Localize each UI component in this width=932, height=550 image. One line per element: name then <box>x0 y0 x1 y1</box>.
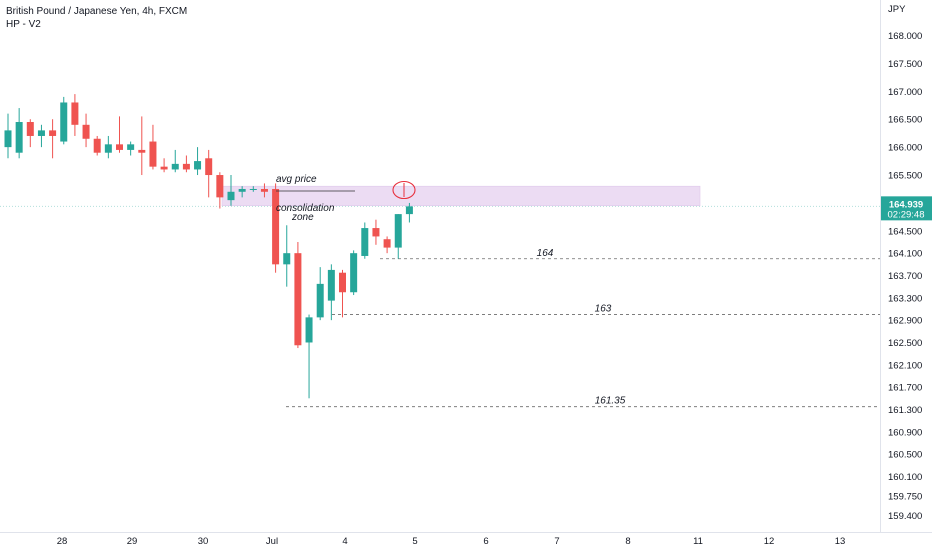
level-label: 164 <box>537 248 554 259</box>
candle-body[interactable] <box>238 188 246 192</box>
x-tick-label: 29 <box>127 536 138 547</box>
y-tick-label: 166.000 <box>888 143 922 154</box>
countdown-value: 02:29:48 <box>888 209 925 220</box>
y-tick-label: 161.700 <box>888 383 922 394</box>
y-tick-label: 162.100 <box>888 360 922 371</box>
candle-body[interactable] <box>361 228 369 256</box>
candle-body[interactable] <box>294 253 302 346</box>
candle-body[interactable] <box>15 122 23 153</box>
y-tick-label: 168.000 <box>888 31 922 42</box>
candle-body[interactable] <box>405 206 413 215</box>
candle-body[interactable] <box>37 130 45 136</box>
candle-body[interactable] <box>71 102 79 125</box>
y-tick-label: 165.500 <box>888 171 922 182</box>
candle-body[interactable] <box>138 149 146 153</box>
level-label: 163 <box>595 304 612 315</box>
candle-body[interactable] <box>272 188 280 265</box>
candle-body[interactable] <box>383 239 391 248</box>
candle-body[interactable] <box>4 130 12 148</box>
y-tick-label: 159.750 <box>888 491 922 502</box>
x-tick-label: 4 <box>342 536 347 547</box>
candle-body[interactable] <box>260 188 268 192</box>
x-tick-label: 8 <box>625 536 630 547</box>
candle-body[interactable] <box>171 163 179 170</box>
y-tick-label: 163.700 <box>888 271 922 282</box>
candle-body[interactable] <box>116 144 123 150</box>
candle-body[interactable] <box>194 161 202 170</box>
candle-body[interactable] <box>93 138 101 153</box>
y-tick-label: 167.000 <box>888 87 922 98</box>
candle-body[interactable] <box>82 124 90 139</box>
y-tick-label: 163.300 <box>888 293 922 304</box>
x-tick-label: 6 <box>483 536 488 547</box>
candle-body[interactable] <box>216 175 224 198</box>
current-price-badge <box>881 196 932 221</box>
candle-body[interactable] <box>26 122 34 136</box>
level-label: 161.35 <box>595 396 626 407</box>
candle-body[interactable] <box>283 253 291 265</box>
indicator-label[interactable]: HP - V2 <box>6 19 41 30</box>
y-tick-label: 164.500 <box>888 226 922 237</box>
y-tick-label: 160.500 <box>888 450 922 461</box>
y-tick-label: 160.100 <box>888 472 922 483</box>
y-tick-label: 164.100 <box>888 249 922 260</box>
y-tick-label: 162.900 <box>888 316 922 327</box>
y-tick-label: 162.500 <box>888 338 922 349</box>
x-tick-label: 7 <box>554 536 559 547</box>
candle-body[interactable] <box>60 102 68 142</box>
candle-body[interactable] <box>394 214 402 248</box>
x-tick-label: 13 <box>835 536 846 547</box>
y-tick-label: 161.300 <box>888 405 922 416</box>
y-tick-label: 166.500 <box>888 115 922 126</box>
symbol-title[interactable]: British Pound / Japanese Yen, 4h, FXCM <box>6 6 188 17</box>
consolidation-label: consolidation <box>276 203 335 214</box>
zone-label: zone <box>291 212 314 223</box>
candle-body[interactable] <box>182 163 190 170</box>
x-tick-label: 5 <box>412 536 417 547</box>
candle-body[interactable] <box>205 158 213 176</box>
x-tick-label: 28 <box>57 536 68 547</box>
currency-label: JPY <box>888 4 906 15</box>
x-tick-label: Jul <box>266 536 278 547</box>
candle-body[interactable] <box>372 228 380 237</box>
x-tick-label: 11 <box>693 536 703 547</box>
avg-price-label: avg price <box>276 174 317 185</box>
candle-body[interactable] <box>327 269 335 301</box>
candle-body[interactable] <box>316 283 324 318</box>
x-tick-label: 12 <box>764 536 775 547</box>
y-tick-label: 167.500 <box>888 59 922 70</box>
y-tick-label: 159.400 <box>888 511 922 522</box>
candle-body[interactable] <box>160 166 168 170</box>
highlight-circle[interactable] <box>392 180 416 200</box>
candle-body[interactable] <box>149 141 157 167</box>
candle-body[interactable] <box>104 144 112 153</box>
y-tick-label: 160.900 <box>888 427 922 438</box>
candle-body[interactable] <box>305 317 313 343</box>
candle-body[interactable] <box>339 272 346 293</box>
x-tick-label: 30 <box>198 536 209 547</box>
chart-legend: British Pound / Japanese Yen, 4h, FXCM H… <box>6 5 187 31</box>
current-price-value: 164.939 <box>889 199 923 210</box>
candle-body[interactable] <box>127 144 135 150</box>
candle-body[interactable] <box>249 188 257 190</box>
candle-body[interactable] <box>227 191 235 201</box>
candle-body[interactable] <box>49 130 57 136</box>
candle-body[interactable] <box>350 253 358 293</box>
